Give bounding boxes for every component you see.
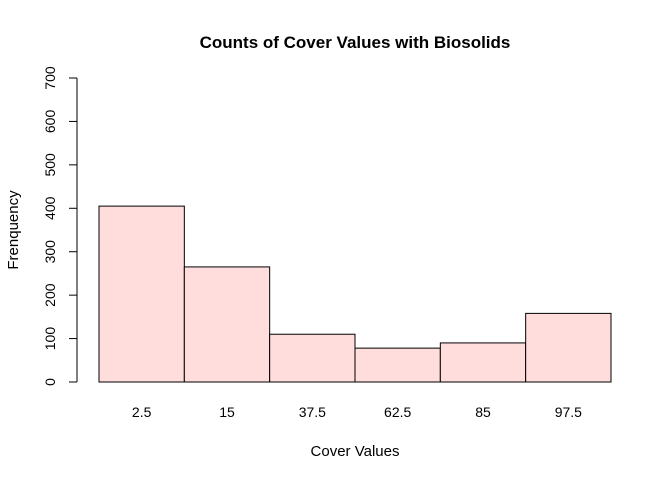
y-tick-label: 600: [42, 110, 58, 134]
y-tick-label: 0: [42, 378, 58, 386]
y-tick-label: 700: [42, 66, 58, 90]
x-tick-label: 2.5: [132, 404, 152, 420]
x-tick-label: 15: [219, 404, 235, 420]
y-tick-label: 300: [42, 240, 58, 264]
bar-97.5: [525, 312, 612, 383]
bar-2.5: [98, 205, 185, 383]
x-axis-label: Cover Values: [311, 443, 400, 460]
y-axis-label: Frenquency: [5, 190, 22, 270]
x-tick-label: 62.5: [384, 404, 411, 420]
y-tick-label: 200: [42, 283, 58, 307]
x-tick-label: 97.5: [555, 404, 582, 420]
y-axis: 0 100 200 300 400 500 600 700: [42, 66, 78, 386]
bar-62.5: [354, 347, 441, 383]
bar-37.5: [269, 333, 356, 383]
bars-group: [98, 205, 612, 383]
y-tick-label: 100: [42, 327, 58, 351]
x-tick-labels: 2.5 15 37.5 62.5 85 97.5: [132, 404, 582, 420]
x-tick-label: 85: [475, 404, 491, 420]
bar-15: [183, 266, 271, 383]
x-tick-label: 37.5: [299, 404, 326, 420]
bar-85: [439, 342, 527, 383]
y-tick-label: 500: [42, 153, 58, 177]
y-tick-label: 400: [42, 196, 58, 220]
chart-title: Counts of Cover Values with Biosolids: [200, 33, 511, 52]
